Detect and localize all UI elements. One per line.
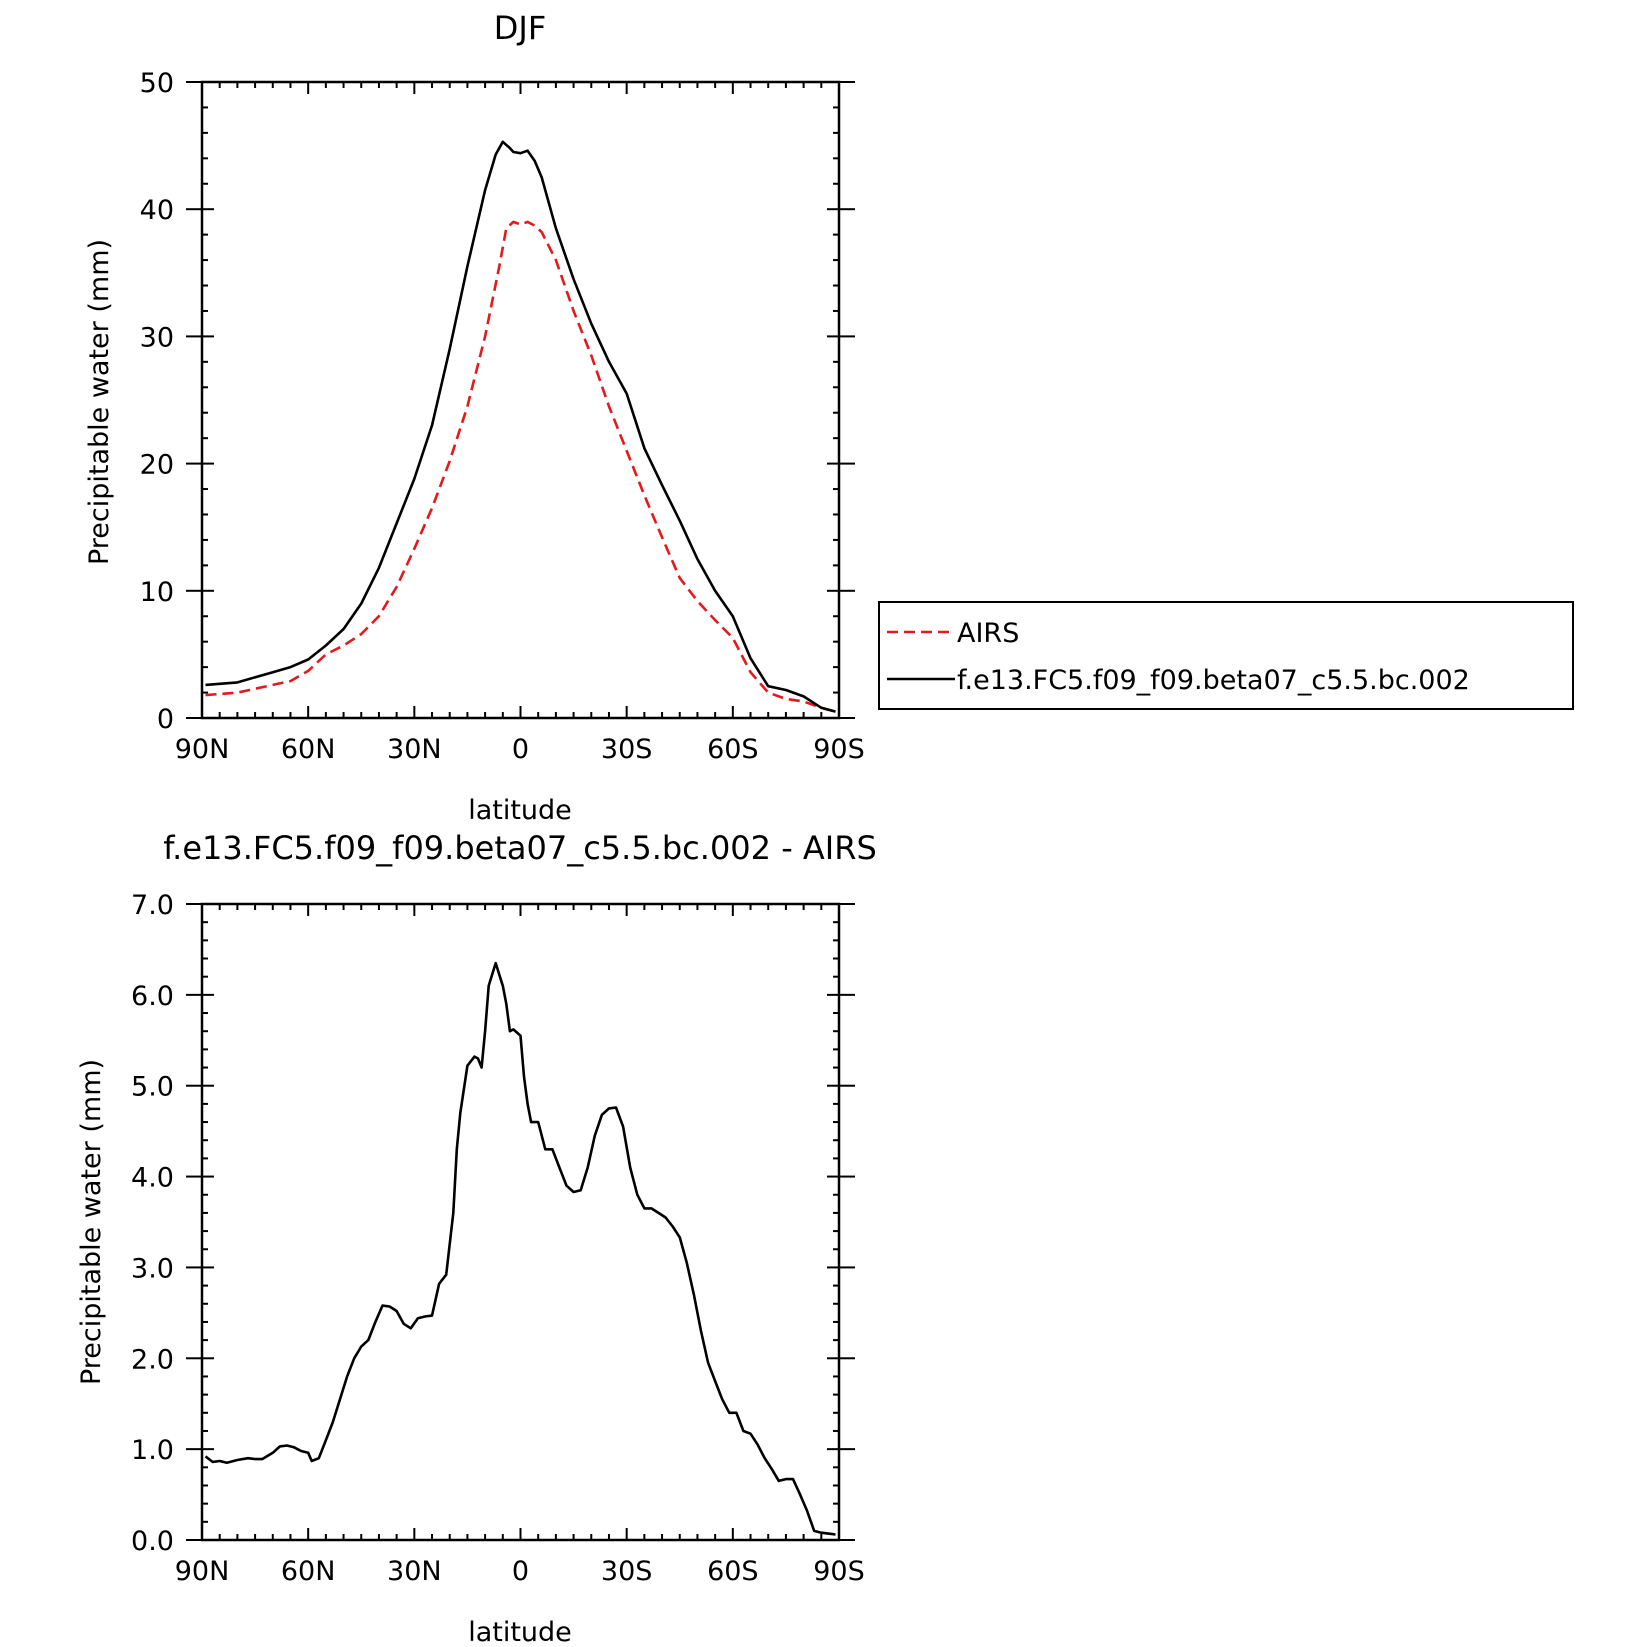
series-line-airs xyxy=(205,220,836,713)
x-tick-label: 90S xyxy=(813,734,865,765)
y-tick-label: 6.0 xyxy=(131,981,174,1012)
djf-panel: DJF 90N 60N 30N 0 30S 60S 90S 0 10 20 30 40 50 latit… xyxy=(84,9,1574,826)
x-axis-label: latitude xyxy=(468,1617,572,1647)
x-tick-label: 0 xyxy=(512,734,529,765)
x-tick-label: 30N xyxy=(387,734,442,765)
y-tick-label: 7.0 xyxy=(131,890,174,921)
y-tick-label: 2.0 xyxy=(131,1344,174,1375)
y-axis-label: Precipitable water (mm) xyxy=(84,239,115,565)
x-tick-label: 30S xyxy=(601,1556,653,1587)
x-tick-label: 90N xyxy=(175,734,230,765)
x-tick-label: 60N xyxy=(281,1556,336,1587)
x-tick-label: 90N xyxy=(175,1556,230,1587)
y-tick-label: 10 xyxy=(140,577,174,608)
series-line-f-e13-fc5-f09-f09-beta07-c5-5-bc-002 xyxy=(205,140,836,713)
plot-area: 90N 60N 30N 0 30S 60S 90S 0 10 20 30 40 50 xyxy=(140,68,865,765)
x-tick-label: 0 xyxy=(512,1556,529,1587)
legend: AIRS f.e13.FC5.f09_f09.beta07_c5.5.bc.00… xyxy=(878,601,1574,710)
y-tick-label: 40 xyxy=(140,195,174,226)
y-axis-label: Precipitable water (mm) xyxy=(76,1059,107,1385)
legend-entry-airs: AIRS xyxy=(957,618,1019,649)
y-tick-label: 3.0 xyxy=(131,1253,174,1284)
x-axis-label: latitude xyxy=(468,795,572,826)
y-tick-label: 20 xyxy=(140,450,174,481)
x-tick-label: 30S xyxy=(601,734,653,765)
plot-frame xyxy=(200,80,841,720)
x-tick-label: 90S xyxy=(813,1556,865,1587)
chart-title: DJF xyxy=(494,9,546,47)
y-tick-label: 50 xyxy=(140,68,174,99)
y-tick-label: 5.0 xyxy=(131,1072,174,1103)
y-tick-label: 0.0 xyxy=(131,1526,174,1557)
legend-box xyxy=(878,601,1574,710)
y-tick-label: 1.0 xyxy=(131,1435,174,1466)
plot-frame xyxy=(200,902,841,1542)
y-tick-label: 30 xyxy=(140,322,174,353)
y-tick-label: 0 xyxy=(157,704,174,735)
difference-panel: f.e13.FC5.f09_f09.beta07_c5.5.bc.002 - A… xyxy=(76,829,877,1647)
series-line-difference xyxy=(204,961,836,1536)
x-tick-label: 60S xyxy=(707,1556,759,1587)
x-tick-label: 60S xyxy=(707,734,759,765)
chart-title: f.e13.FC5.f09_f09.beta07_c5.5.bc.002 - A… xyxy=(163,829,877,867)
x-tick-label: 60N xyxy=(281,734,336,765)
plot-area: 90N 60N 30N 0 30S 60S 90S 0.0 1.0 2.0 3.0 4.0 5.0 6.0… xyxy=(131,890,865,1587)
legend-entry-model: f.e13.FC5.f09_f09.beta07_c5.5.bc.002 xyxy=(957,665,1470,696)
x-tick-label: 30N xyxy=(387,1556,442,1587)
y-tick-label: 4.0 xyxy=(131,1163,174,1194)
